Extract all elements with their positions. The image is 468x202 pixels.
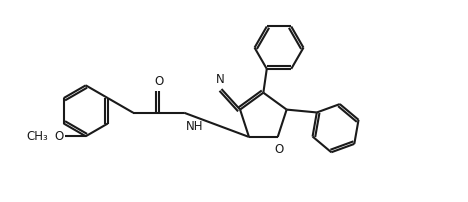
Text: O: O: [274, 143, 283, 156]
Text: N: N: [216, 73, 224, 86]
Text: O: O: [54, 130, 64, 143]
Text: CH₃: CH₃: [26, 130, 48, 143]
Text: O: O: [154, 75, 163, 88]
Text: NH: NH: [186, 120, 204, 133]
